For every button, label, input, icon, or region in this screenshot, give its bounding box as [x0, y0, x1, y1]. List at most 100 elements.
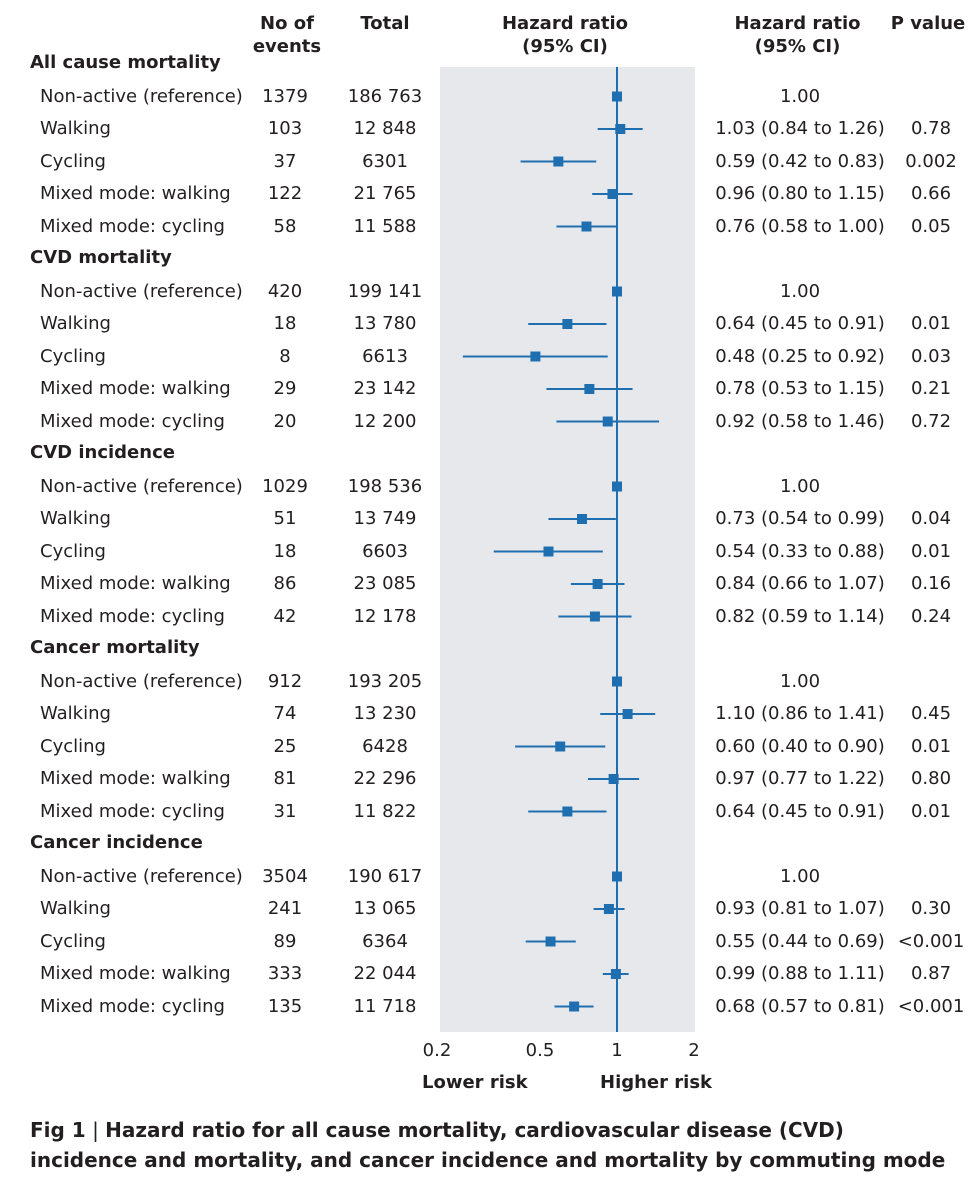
table-row: Cycling 89 6364 0.55 (0.44 to 0.69) <0.001	[0, 928, 971, 956]
header-hr-text-line2: (95% CI)	[754, 36, 841, 57]
row-hazard-ratio-text: 1.00	[779, 865, 821, 887]
row-p-value: 0.78	[910, 118, 952, 139]
row-events: 86	[273, 573, 297, 594]
row-hazard-ratio-text: 0.59 (0.42 to 0.83)	[715, 150, 885, 172]
x-tick-label: 0.5	[525, 1040, 555, 1061]
table-row: Non-active (reference) 912 193 205 1.00	[0, 668, 971, 696]
table-row: Mixed mode: cycling 20 12 200 0.92 (0.58 to…	[0, 408, 971, 436]
table-row: Non-active (reference) 3504 190 617 1.00	[0, 863, 971, 891]
plot-panel-background	[440, 67, 695, 1032]
table-row: Mixed mode: cycling 135 11 718 0.68 (0.57 t…	[0, 993, 971, 1021]
row-label: Mixed mode: walking	[40, 768, 231, 789]
row-events: 3504	[262, 865, 308, 887]
hazard-ratio-marker	[581, 221, 592, 232]
row-total: 22 044	[353, 963, 417, 984]
row-events: 122	[267, 183, 303, 204]
row-p-value: 0.45	[910, 703, 952, 724]
row-hazard-ratio-text: 0.76 (0.58 to 1.00)	[715, 215, 885, 237]
row-total: 6301	[362, 150, 408, 172]
row-total: 21 765	[353, 183, 417, 204]
header-hr-text: Hazard ratio (95% CI)	[715, 12, 880, 58]
row-total: 12 200	[353, 410, 417, 432]
hazard-ratio-marker	[622, 709, 633, 719]
forest-plot-svg	[440, 67, 695, 1032]
row-events: 1379	[262, 85, 308, 107]
table-row: Non-active (reference) 1029 198 536 1.00	[0, 473, 971, 501]
row-label: Mixed mode: cycling	[40, 215, 225, 237]
row-p-value: 0.66	[910, 183, 952, 204]
row-events: 103	[267, 118, 303, 139]
row-p-value: 0.72	[910, 410, 952, 432]
row-label: Walking	[40, 118, 111, 139]
row-p-value: 0.03	[910, 345, 952, 367]
section-title: Cancer mortality	[30, 637, 200, 658]
table-row: Mixed mode: walking 122 21 765 0.96 (0.80 t…	[0, 180, 971, 208]
table-row: Walking 103 12 848 1.03 (0.84 to 1.26) 0.78	[0, 115, 971, 143]
row-total: 12 178	[353, 605, 417, 627]
hazard-ratio-marker	[555, 741, 566, 752]
row-label: Cycling	[40, 930, 106, 952]
row-label: Cycling	[40, 345, 106, 367]
figure-caption: Fig 1 | Hazard ratio for all cause morta…	[30, 1115, 950, 1175]
header-total: Total	[360, 13, 410, 34]
row-total: 23 142	[353, 378, 417, 399]
row-hazard-ratio-text: 1.10 (0.86 to 1.41)	[715, 703, 885, 724]
row-hazard-ratio-text: 0.96 (0.80 to 1.15)	[715, 183, 885, 204]
row-events: 20	[273, 410, 297, 432]
row-hazard-ratio-text: 0.97 (0.77 to 1.22)	[715, 768, 885, 789]
hazard-ratio-marker	[553, 156, 564, 167]
table-row: Walking 18 13 780 0.64 (0.45 to 0.91) 0.01	[0, 310, 971, 338]
hazard-ratio-marker	[612, 676, 622, 687]
table-row: Mixed mode: walking 29 23 142 0.78 (0.53 to…	[0, 375, 971, 403]
row-p-value: 0.87	[910, 963, 952, 984]
section-title: CVD mortality	[30, 247, 172, 268]
table-row: Mixed mode: walking 333 22 044 0.99 (0.88 t…	[0, 960, 971, 988]
row-events: 42	[273, 605, 297, 627]
row-events: 241	[267, 898, 303, 919]
row-p-value: 0.01	[910, 800, 952, 822]
row-hazard-ratio-text: 1.03 (0.84 to 1.26)	[715, 118, 885, 139]
row-total: 6364	[362, 930, 408, 952]
row-p-value: 0.24	[910, 605, 952, 627]
row-hazard-ratio-text: 1.00	[779, 85, 821, 107]
header-hr-plot: Hazard ratio (95% CI)	[480, 12, 650, 58]
row-hazard-ratio-text: 0.60 (0.40 to 0.90)	[715, 735, 885, 757]
hazard-ratio-marker	[569, 1001, 580, 1012]
x-tick-label: 1	[611, 1040, 623, 1061]
row-total: 186 763	[347, 85, 423, 107]
hazard-ratio-marker	[615, 124, 626, 134]
row-p-value: 0.16	[910, 573, 952, 594]
table-row: Cycling 37 6301 0.59 (0.42 to 0.83) 0.002	[0, 148, 971, 176]
row-label: Non-active (reference)	[40, 475, 243, 497]
hazard-ratio-marker	[612, 91, 622, 102]
row-hazard-ratio-text: 1.00	[779, 670, 821, 692]
row-events: 8	[279, 345, 291, 367]
section-title: Cancer incidence	[30, 832, 203, 853]
table-row: Non-active (reference) 420 199 141 1.00	[0, 278, 971, 306]
row-p-value: 0.01	[910, 735, 952, 757]
row-events: 89	[273, 930, 297, 952]
row-total: 13 780	[353, 313, 417, 334]
table-row: Non-active (reference) 1379 186 763 1.00	[0, 83, 971, 111]
hazard-ratio-marker	[612, 871, 622, 882]
row-hazard-ratio-text: 0.82 (0.59 to 1.14)	[715, 605, 885, 627]
hazard-ratio-marker	[603, 904, 614, 914]
row-total: 22 296	[353, 768, 417, 789]
row-total: 6603	[362, 540, 408, 562]
row-total: 6613	[362, 345, 408, 367]
table-row: Mixed mode: walking 81 22 296 0.97 (0.77 to…	[0, 765, 971, 793]
row-label: Non-active (reference)	[40, 865, 243, 887]
row-hazard-ratio-text: 0.48 (0.25 to 0.92)	[715, 345, 885, 367]
row-label: Mixed mode: cycling	[40, 995, 225, 1017]
row-events: 420	[267, 280, 303, 302]
hazard-ratio-marker	[592, 579, 603, 589]
hazard-ratio-marker	[562, 319, 573, 329]
row-total: 12 848	[353, 118, 417, 139]
row-hazard-ratio-text: 0.54 (0.33 to 0.88)	[715, 540, 885, 562]
row-hazard-ratio-text: 0.99 (0.88 to 1.11)	[715, 963, 885, 984]
row-hazard-ratio-text: 0.78 (0.53 to 1.15)	[715, 378, 885, 399]
table-row: Walking 241 13 065 0.93 (0.81 to 1.07) 0.30	[0, 895, 971, 923]
lower-risk-label: Lower risk	[422, 1072, 528, 1093]
table-row: Walking 74 13 230 1.10 (0.86 to 1.41) 0.45	[0, 700, 971, 728]
row-total: 11 588	[353, 215, 417, 237]
